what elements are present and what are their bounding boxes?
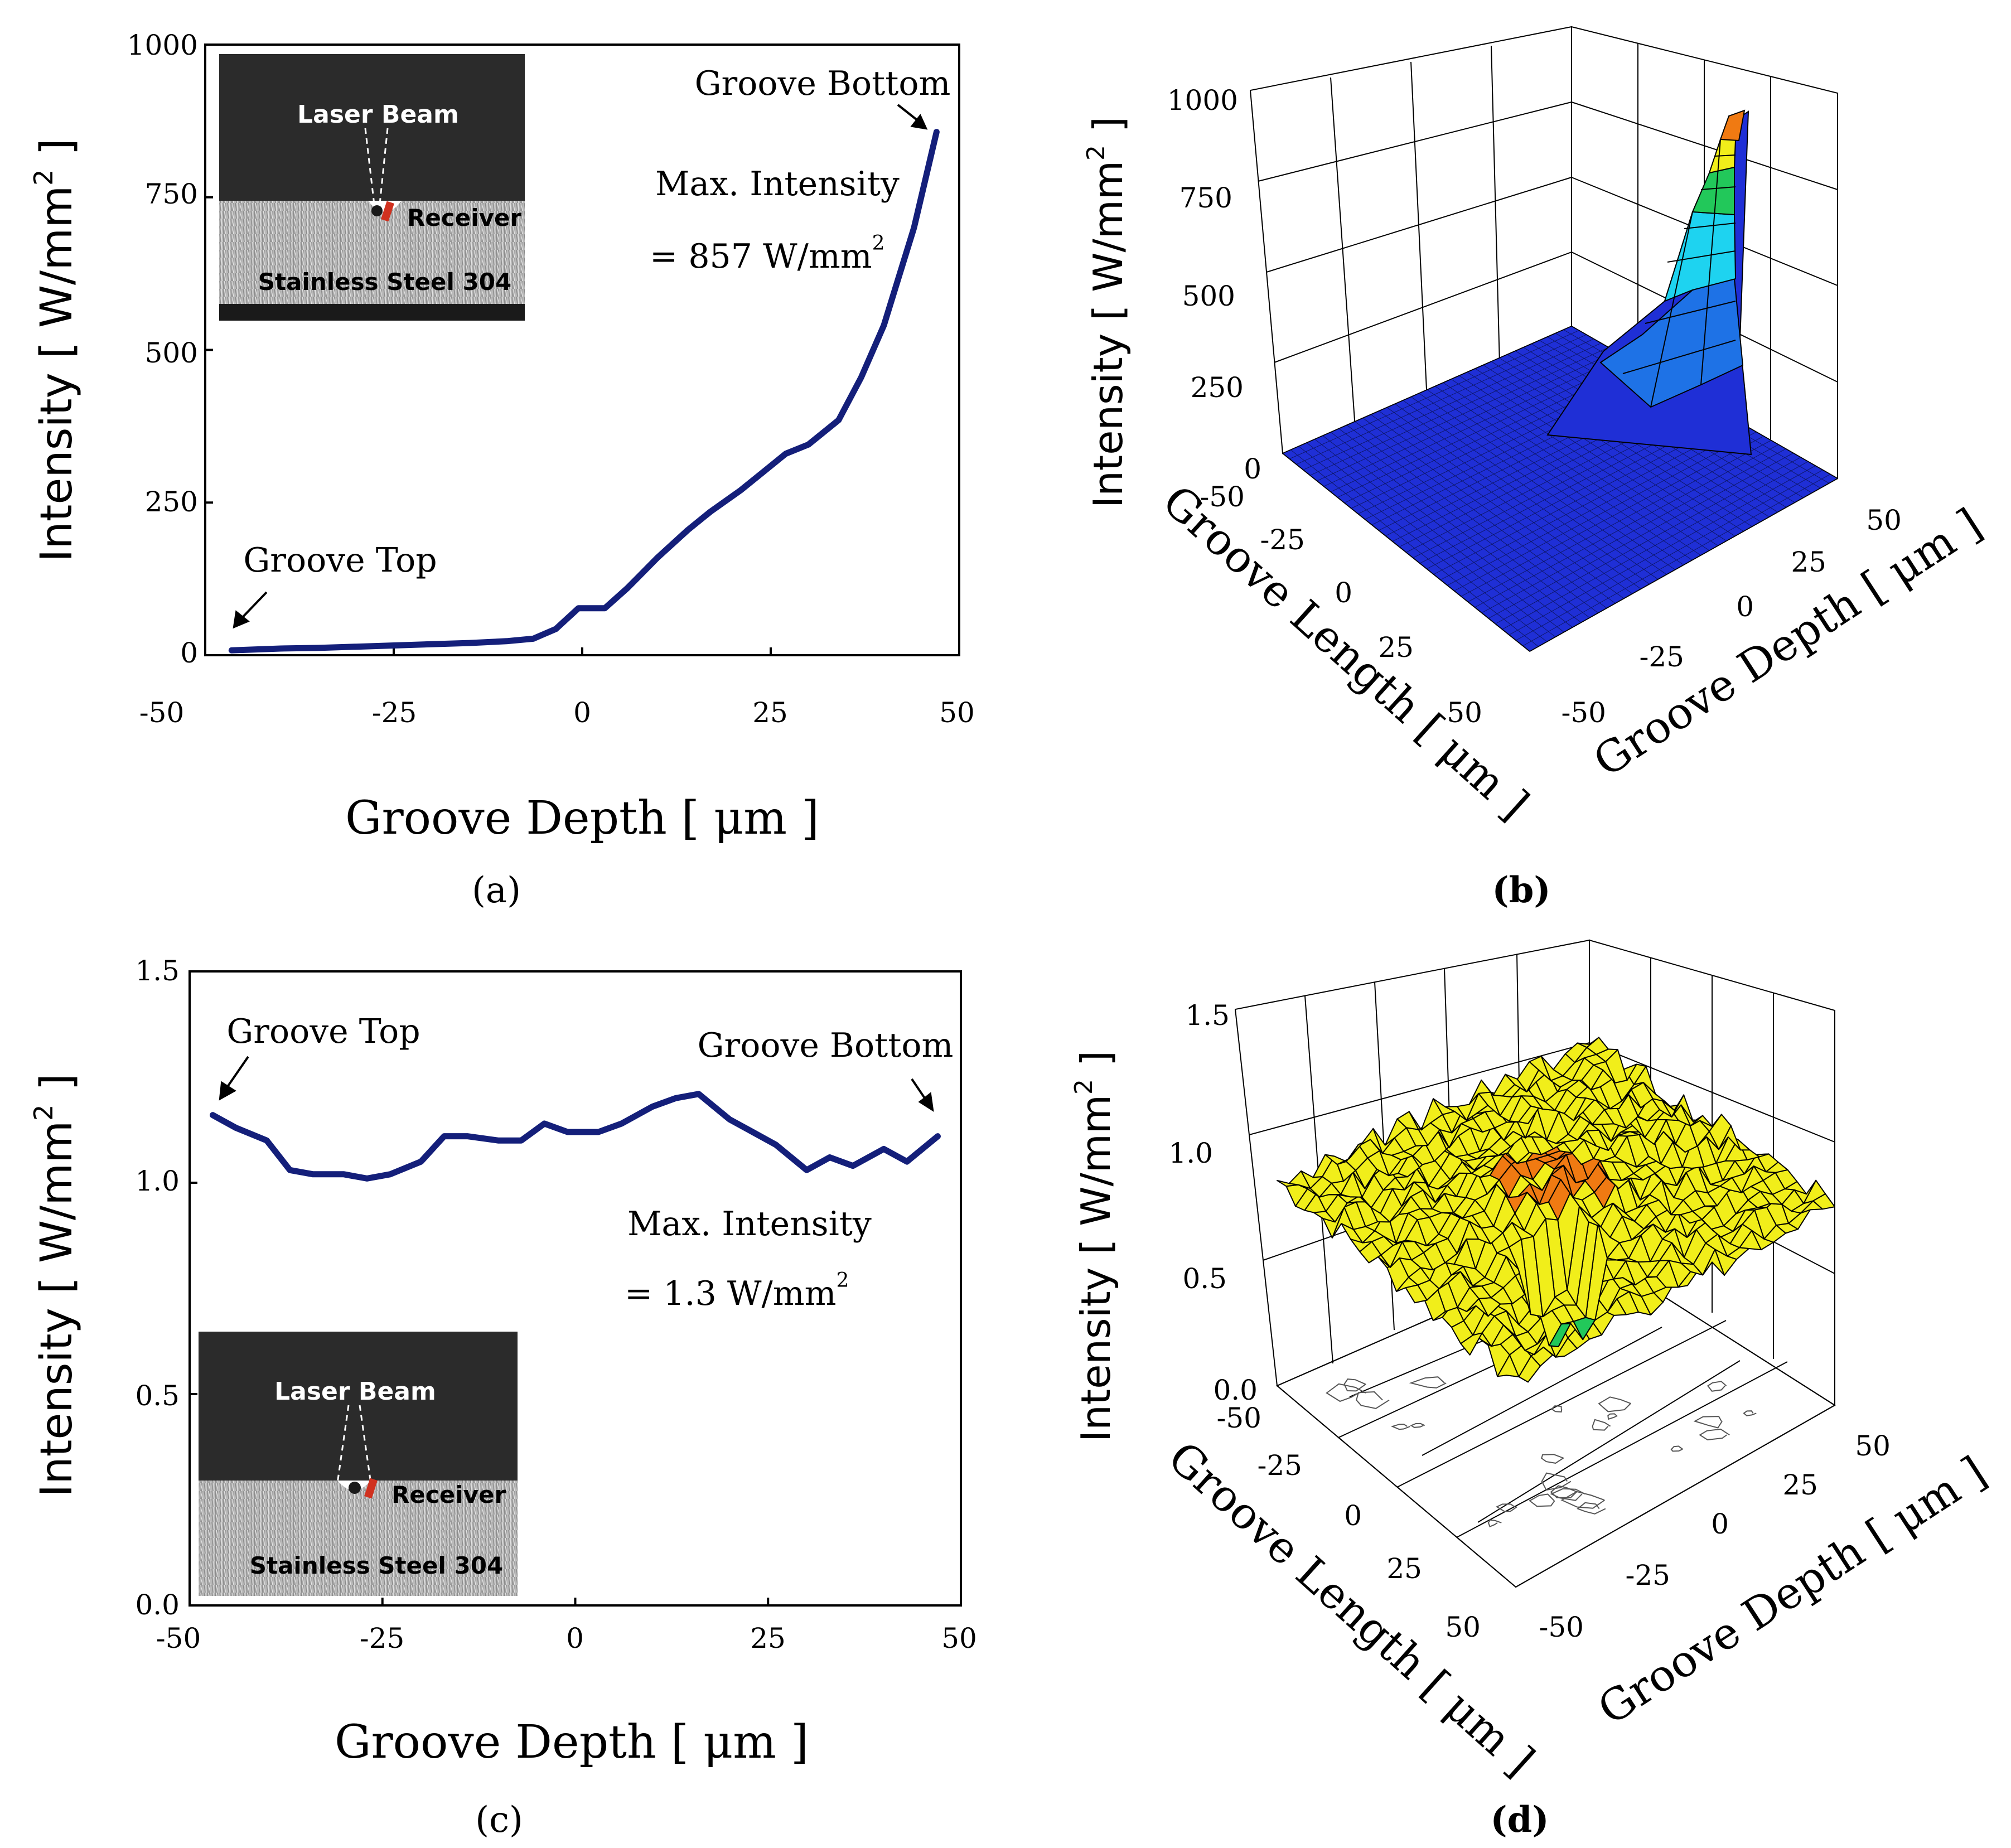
x-axis-label-c: Groove Depth [ μm ]	[335, 1716, 809, 1769]
x-tick-b-4: 50	[1447, 696, 1482, 729]
y-tick-d-1: -25	[1625, 1559, 1670, 1591]
x-tick-c-0: -50	[156, 1622, 201, 1655]
z-axis-label-d: Intensity [ W/mm2 ]	[1070, 1051, 1119, 1442]
x-tick-b-1: -25	[1260, 524, 1305, 556]
panel-b: 1000 750 500 250 0 -50 -25 0 25 50 -50 -…	[1082, 26, 1990, 911]
inset-label-receiver-c: Receiver	[391, 1481, 506, 1508]
annotation-max-title-c: Max. Intensity	[627, 1204, 872, 1244]
annotation-arrows-c	[219, 1056, 934, 1112]
y-tick-c-0: 0.0	[135, 1589, 180, 1621]
z-tick-d-3: 1.5	[1185, 999, 1230, 1032]
y-tick-a-3: 750	[145, 178, 198, 210]
x-tick-b-3: 25	[1378, 631, 1414, 664]
y-tick-d-0: -50	[1539, 1611, 1584, 1643]
y-tick-d-4: 50	[1855, 1430, 1891, 1462]
z-tick-d-2: 1.0	[1168, 1137, 1213, 1169]
x-tick-d-4: 50	[1445, 1611, 1481, 1643]
z-tick-b-0: 0	[1244, 453, 1261, 485]
x-tick-d-2: 0	[1344, 1499, 1362, 1532]
surface-b	[1282, 109, 1839, 652]
inset-label-receiver-a: Receiver	[407, 204, 521, 231]
y-tick-b-2: 0	[1736, 591, 1754, 623]
annotation-groove-bottom-a: Groove Bottom	[695, 64, 951, 103]
x-tick-c-4: 50	[941, 1622, 977, 1655]
y-tick-d-2: 0	[1711, 1508, 1729, 1540]
x-tick-c-3: 25	[750, 1622, 786, 1655]
panel-label-d: (d)	[1490, 1799, 1549, 1841]
panel-c: -50 -25 0 25 50 0.0 0.5 1.0 1.5 Groove D…	[28, 955, 977, 1841]
panel-a: -50 -25 0 25 50 0 250 500 750 1000 Groov…	[28, 29, 975, 911]
x-tick-d-3: 25	[1386, 1552, 1422, 1585]
y-tick-d-3: 25	[1782, 1469, 1818, 1501]
y-tick-a-0: 0	[180, 637, 198, 669]
inset-label-beam-a: Laser Beam	[297, 100, 459, 129]
annotation-max-title-a: Max. Intensity	[655, 165, 900, 204]
series-line-a	[228, 129, 940, 654]
x-tick-d-0: -50	[1216, 1402, 1261, 1434]
z-tick-b-4: 1000	[1167, 84, 1238, 117]
y-tick-a-4: 1000	[127, 29, 198, 61]
z-tick-d-0: 0.0	[1213, 1374, 1258, 1406]
y-tick-b-0: -50	[1561, 696, 1606, 729]
x-tick-c-1: -25	[360, 1622, 405, 1655]
inset-label-beam-c: Laser Beam	[274, 1377, 436, 1406]
annotation-groove-top-c: Groove Top	[226, 1012, 420, 1051]
y-tick-a-1: 250	[145, 486, 198, 518]
z-axis-label-b: Intensity [ W/mm2 ]	[1082, 117, 1132, 508]
y-axis-label-c: Intensity [ W/mm2 ]	[28, 1073, 82, 1497]
x-tick-a-1: -25	[372, 696, 417, 729]
annotation-groove-top-a: Groove Top	[243, 541, 437, 580]
x-axis-label-a: Groove Depth [ μm ]	[345, 792, 819, 845]
y-tick-c-3: 1.5	[135, 955, 180, 987]
inset-photo-a: Laser Beam Receiver Stainless Steel 304	[219, 54, 525, 321]
z-tick-b-3: 750	[1179, 182, 1232, 214]
panel-label-b: (b)	[1492, 869, 1550, 911]
axis-ticks-c	[188, 970, 962, 1607]
x-tick-a-4: 50	[939, 696, 975, 729]
panel-label-c: (c)	[475, 1799, 523, 1841]
panel-label-a: (a)	[472, 870, 521, 911]
surface-d	[1277, 1037, 1835, 1383]
y-tick-b-1: -25	[1639, 641, 1684, 673]
annotation-max-value-c: = 1.3 W/mm2	[625, 1269, 849, 1313]
axis-ticks-a	[204, 43, 960, 656]
y-tick-b-3: 25	[1791, 546, 1826, 578]
x-tick-b-0: -50	[1200, 481, 1245, 513]
annotation-arrows-a	[233, 104, 928, 629]
z-tick-b-1: 250	[1191, 371, 1244, 404]
y-tick-a-2: 500	[145, 337, 198, 369]
x-axis-label-d: Groove Length [ μm ]	[1158, 1432, 1544, 1786]
panel-d: 1.5 1.0 0.5 0.0 -50 -25 0 25 50 -50 -25 …	[1070, 939, 1995, 1841]
x-tick-a-3: 25	[752, 696, 788, 729]
x-tick-c-2: 0	[566, 1622, 584, 1655]
inset-label-material-c: Stainless Steel 304	[250, 1552, 503, 1579]
series-line-c	[210, 1091, 941, 1182]
x-tick-a-0: -50	[139, 696, 185, 729]
y-axis-label-a: Intensity [ W/mm2 ]	[28, 138, 82, 562]
y-tick-c-2: 1.0	[135, 1165, 180, 1197]
inset-photo-c: Laser Beam Receiver Stainless Steel 304	[199, 1332, 518, 1596]
x-tick-b-2: 0	[1335, 577, 1352, 609]
annotation-groove-bottom-c: Groove Bottom	[698, 1026, 954, 1065]
z-tick-b-2: 500	[1182, 280, 1235, 312]
y-tick-c-1: 0.5	[135, 1380, 180, 1412]
inset-label-material-a: Stainless Steel 304	[258, 268, 511, 296]
y-tick-b-4: 50	[1866, 504, 1902, 536]
x-tick-a-2: 0	[573, 696, 591, 729]
x-tick-d-1: -25	[1257, 1449, 1302, 1482]
z-tick-d-1: 0.5	[1182, 1262, 1227, 1295]
annotation-max-value-a: = 857 W/mm2	[650, 232, 885, 276]
